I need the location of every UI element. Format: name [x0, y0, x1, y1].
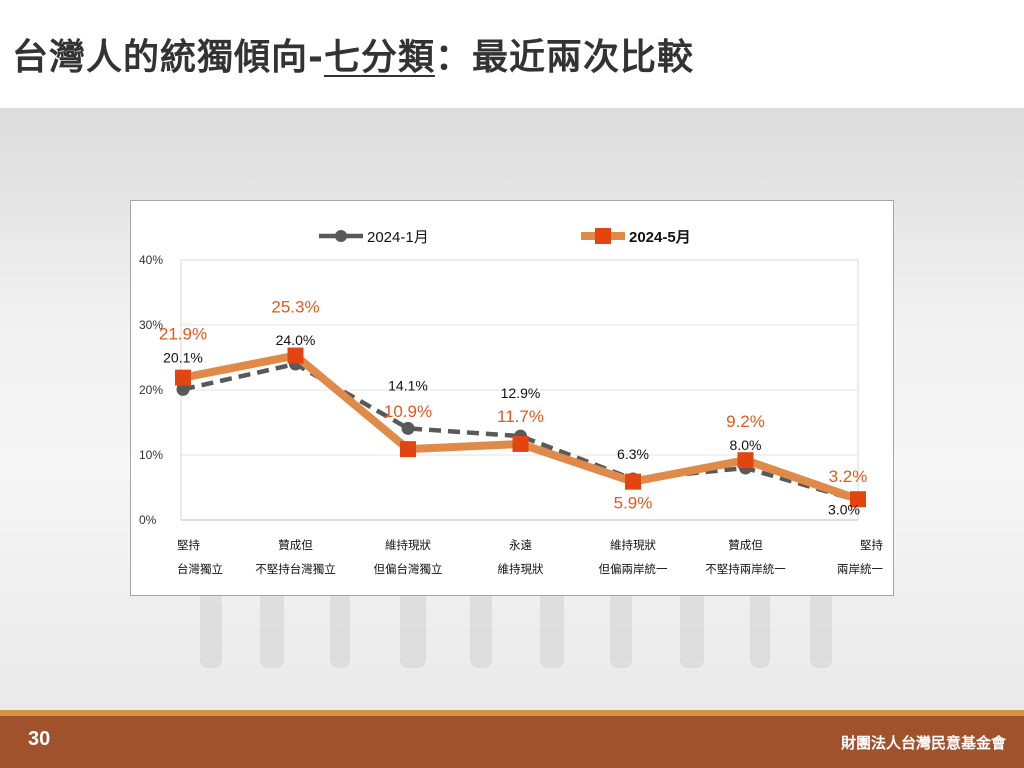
x-tick-label: 台灣獨立 [177, 562, 223, 576]
footer-bar [0, 716, 1024, 768]
line-chart: 0%10%20%30%40%堅持台灣獨立贊成但不堅持台灣獨立維持現狀但偏台灣獨立… [139, 228, 883, 576]
data-point-2024-1 [401, 421, 415, 435]
data-point-2024-5 [512, 435, 529, 452]
x-tick-label: 但偏台灣獨立 [374, 562, 443, 576]
x-tick-label: 維持現狀 [385, 538, 431, 552]
x-tick-label: 兩岸統一 [837, 562, 883, 576]
x-tick-label: 堅持 [860, 538, 883, 552]
x-tick-label: 不堅持台灣獨立 [255, 562, 336, 576]
title-prefix: 台灣人的統獨傾向- [12, 37, 324, 78]
y-tick-label: 40% [139, 253, 163, 267]
legend-label-2024-5: 2024-5月 [629, 229, 691, 246]
x-tick-label: 維持現狀 [498, 562, 544, 576]
x-tick-label: 不堅持兩岸統一 [705, 562, 786, 576]
footer-stripe [0, 710, 1024, 716]
data-point-2024-1 [176, 382, 190, 396]
data-label-2024-1: 20.1% [163, 349, 203, 365]
data-label-2024-5: 3.2% [829, 467, 868, 486]
data-point-2024-5 [175, 369, 191, 386]
data-label-2024-1: 8.0% [730, 437, 762, 453]
data-point-2024-5 [737, 452, 754, 469]
data-label-2024-1: 14.1% [388, 377, 428, 393]
legend-marker-2024-1 [335, 230, 347, 242]
x-tick-label: 永遠 [509, 538, 532, 552]
legend-marker-2024-5 [595, 228, 611, 244]
data-label-2024-5: 10.9% [384, 402, 432, 421]
x-tick-label: 贊成但 [728, 538, 763, 552]
chart-panel: 0% 10% 20% 30% 40% 堅持 台灣獨立 贊成但 不堅持台灣獨立 維持現狀 但偏台灣獨立… [130, 200, 894, 596]
x-tick-label: 維持現狀 [610, 538, 656, 552]
data-point-2024-5 [625, 473, 641, 490]
data-label-2024-5: 5.9% [614, 494, 653, 513]
data-point-2024-5 [850, 491, 866, 508]
legend-label-2024-1: 2024-1月 [367, 229, 429, 246]
data-label-2024-5: 25.3% [271, 298, 319, 317]
data-label-2024-5: 9.2% [726, 412, 765, 431]
data-label-2024-1: 3.0% [828, 502, 860, 518]
organization-name: 財團法人台灣民意基金會 [840, 734, 1006, 752]
y-tick-label: 10% [139, 448, 163, 462]
title-underlined: 七分類 [323, 37, 435, 78]
data-label-2024-1: 24.0% [276, 332, 316, 348]
x-tick-label: 贊成但 [278, 538, 313, 552]
y-tick-label: 20% [139, 383, 163, 397]
slide-title: 台灣人的統獨傾向-七分類：最近兩次比較 [12, 28, 694, 78]
data-point-2024-5 [400, 441, 416, 458]
data-label-2024-5: 11.7% [497, 407, 544, 426]
y-tick-label: 0% [139, 513, 157, 527]
data-label-2024-5: 21.9% [159, 325, 207, 344]
title-suffix: ：最近兩次比較 [434, 37, 694, 78]
x-tick-label: 但偏兩岸統一 [599, 562, 668, 576]
y-tick-label: 30% [139, 318, 163, 332]
page-number: 30 [28, 728, 51, 750]
data-label-2024-1: 12.9% [501, 385, 541, 401]
data-point-2024-5 [287, 347, 304, 364]
x-tick-label: 堅持 [177, 538, 200, 552]
data-label-2024-1: 6.3% [617, 446, 649, 462]
